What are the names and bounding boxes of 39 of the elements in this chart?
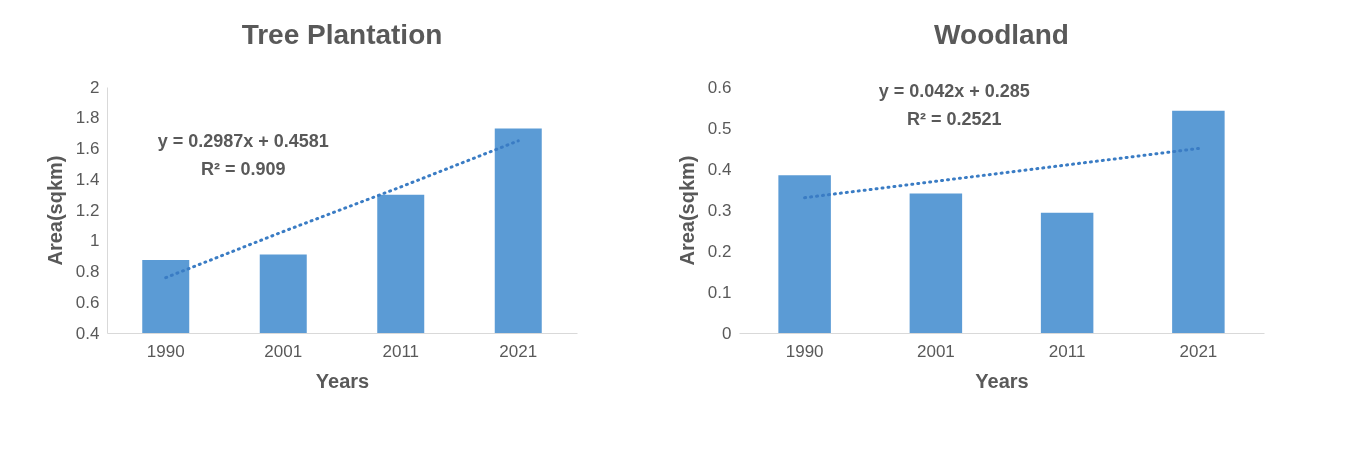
y-tick-label: 1.8 bbox=[75, 108, 100, 128]
annotation: y = 0.042x + 0.285 bbox=[878, 81, 1030, 101]
bar bbox=[778, 175, 831, 333]
annotation: R² = 0.909 bbox=[201, 159, 286, 179]
y-tick-label: 0.8 bbox=[75, 262, 100, 281]
y-tick-label: 0.3 bbox=[707, 200, 732, 220]
y-tick-label: 1.2 bbox=[75, 200, 100, 220]
x-tick-label: 2011 bbox=[382, 341, 420, 361]
x-tick-label: 2021 bbox=[1179, 341, 1218, 361]
y-tick-label: 2 bbox=[90, 77, 100, 97]
x-axis-title: Years bbox=[315, 369, 370, 392]
x-axis-title: Years bbox=[975, 369, 1029, 392]
y-tick-label: 1.6 bbox=[75, 139, 100, 158]
x-tick-label: 1990 bbox=[146, 341, 185, 361]
y-tick-label: 0 bbox=[722, 323, 732, 343]
y-axis-title: Area(sqkm) bbox=[675, 155, 698, 266]
line-series bbox=[803, 147, 1200, 200]
y-tick-label: 0.6 bbox=[707, 77, 732, 97]
y-tick-label: 0.4 bbox=[75, 323, 100, 343]
y-tick-label: 0.2 bbox=[707, 241, 732, 261]
x-tick-label: 2011 bbox=[1048, 341, 1086, 361]
chart-title: Woodland bbox=[934, 19, 1069, 50]
bar bbox=[1172, 110, 1225, 333]
y-tick-label: 1 bbox=[90, 231, 100, 251]
x-tick-label: 2001 bbox=[916, 341, 955, 361]
x-tick-label: 2001 bbox=[264, 341, 303, 361]
bar bbox=[1040, 212, 1094, 333]
y-tick-label: 0.5 bbox=[707, 118, 732, 138]
annotation: R² = 0.2521 bbox=[906, 109, 1002, 129]
bar bbox=[909, 193, 963, 333]
y-tick-label: 1.4 bbox=[75, 169, 100, 189]
x-tick-label: 2021 bbox=[499, 341, 538, 361]
y-tick-label: 0.1 bbox=[707, 282, 732, 302]
y-tick-label: 0.4 bbox=[707, 159, 732, 179]
annotation: y = 0.2987x + 0.4581 bbox=[157, 131, 329, 151]
x-tick-label: 1990 bbox=[785, 341, 824, 361]
y-axis-title: Area(sqkm) bbox=[43, 155, 66, 266]
chart-title: Tree Plantation bbox=[241, 19, 443, 50]
y-tick-label: 0.6 bbox=[75, 292, 100, 312]
